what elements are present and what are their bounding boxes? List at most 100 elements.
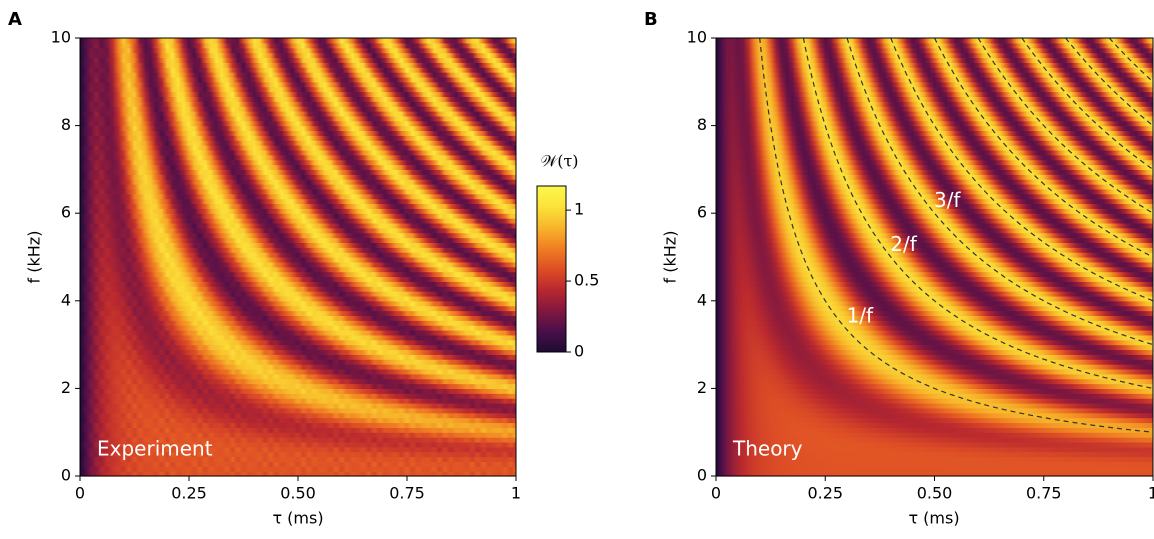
heatmap-row <box>80 154 516 161</box>
heatmap-row <box>716 407 1153 414</box>
heatmap-row <box>80 456 516 462</box>
heatmap-row <box>716 247 1153 253</box>
heatmap-row <box>716 135 1153 141</box>
heatmap-row <box>716 286 1153 292</box>
x-tick-label: 0 <box>711 484 721 503</box>
heatmap-row <box>80 145 516 151</box>
heatmap-row <box>716 334 1153 341</box>
heatmap-row <box>80 130 516 136</box>
heatmap-row <box>80 247 516 253</box>
heatmap-row <box>80 471 516 477</box>
heatmap-row <box>716 120 1153 127</box>
panel-label: A <box>8 9 22 30</box>
heatmap-row <box>80 276 516 282</box>
x-tick-label: 0.25 <box>807 484 843 503</box>
heatmap-row <box>80 67 516 73</box>
heatmap-row <box>716 174 1153 180</box>
heatmap-row <box>716 130 1153 136</box>
heatmap-row <box>80 281 516 287</box>
heatmap-row <box>80 81 516 88</box>
y-axis-label: f (kHz) <box>25 231 44 284</box>
x-tick-label: 0.50 <box>280 484 316 503</box>
heatmap-row <box>80 461 516 467</box>
heatmap-row <box>80 179 516 185</box>
heatmap-row <box>716 271 1153 278</box>
heatmap-row <box>716 300 1153 307</box>
y-tick-label: 2 <box>697 378 707 397</box>
y-tick-label: 6 <box>697 203 707 222</box>
heatmap-row <box>80 203 516 209</box>
colorbar <box>536 185 567 353</box>
heatmap-row <box>716 169 1153 175</box>
colorbar-label: 𝒲(τ) <box>540 152 578 171</box>
heatmap-row <box>80 42 516 49</box>
heatmap-row <box>716 373 1153 380</box>
y-tick-label: 8 <box>61 115 71 134</box>
heatmap-row <box>80 300 516 307</box>
heatmap-row <box>80 432 516 438</box>
heatmap-row <box>716 252 1153 258</box>
heatmap-row <box>80 149 516 156</box>
curve-label: 1/f <box>847 304 874 328</box>
heatmap-row <box>80 261 516 268</box>
heatmap-row <box>716 417 1153 424</box>
heatmap-row <box>80 227 516 234</box>
heatmap-row <box>716 67 1153 73</box>
heatmap-row <box>80 315 516 321</box>
heatmap-row <box>716 91 1153 97</box>
heatmap-row <box>716 276 1153 282</box>
heatmap-row <box>716 330 1153 336</box>
heatmap-row <box>80 368 516 375</box>
heatmap-row <box>716 266 1153 273</box>
heatmap-row <box>716 38 1153 44</box>
heatmap-row <box>80 188 516 195</box>
curve-label: 3/f <box>934 188 961 212</box>
heatmap-row <box>80 446 516 453</box>
annotation: Theory <box>732 437 803 461</box>
heatmap-row <box>716 320 1153 326</box>
heatmap-row <box>716 427 1153 433</box>
heatmap-row <box>716 179 1153 185</box>
heatmap-row <box>80 184 516 190</box>
heatmap-row <box>80 354 516 360</box>
heatmap-row <box>716 403 1153 409</box>
heatmap-row <box>716 257 1153 263</box>
heatmap-row <box>80 359 516 365</box>
heatmap-row <box>716 184 1153 190</box>
heatmap-row <box>716 451 1153 458</box>
heatmap-row <box>80 334 516 341</box>
heatmap-row <box>80 466 516 472</box>
heatmap-row <box>80 169 516 175</box>
heatmap-row <box>80 193 516 200</box>
heatmap-row <box>80 252 516 258</box>
heatmap-row <box>80 237 516 243</box>
colorbar-tick-label: 0.5 <box>574 271 599 290</box>
heatmap-row <box>716 383 1153 389</box>
heatmap-row <box>80 232 516 239</box>
y-tick-label: 8 <box>697 115 707 134</box>
colorbar-tick-label: 1 <box>574 200 584 219</box>
heatmap-row <box>716 242 1153 248</box>
heatmap-row <box>716 188 1153 195</box>
heatmap-row <box>716 213 1153 219</box>
heatmap-row <box>716 52 1153 59</box>
x-tick-label: 0 <box>75 484 85 503</box>
heatmap-row <box>80 339 516 346</box>
heatmap-row <box>716 344 1153 351</box>
heatmap-row <box>716 125 1153 132</box>
guide-curve <box>1108 37 1154 83</box>
heatmap-row <box>80 407 516 414</box>
heatmap <box>716 38 1153 477</box>
heatmap-row <box>716 62 1153 68</box>
heatmap-row <box>716 281 1153 287</box>
heatmap-row <box>716 378 1153 385</box>
heatmap-row <box>716 432 1153 438</box>
x-tick-label: 1 <box>511 484 521 503</box>
heatmap-row <box>80 198 516 205</box>
x-tick-label: 0.50 <box>917 484 953 503</box>
heatmap-row <box>80 257 516 263</box>
heatmap-row <box>716 72 1153 78</box>
y-axis-label: f (kHz) <box>661 231 680 284</box>
